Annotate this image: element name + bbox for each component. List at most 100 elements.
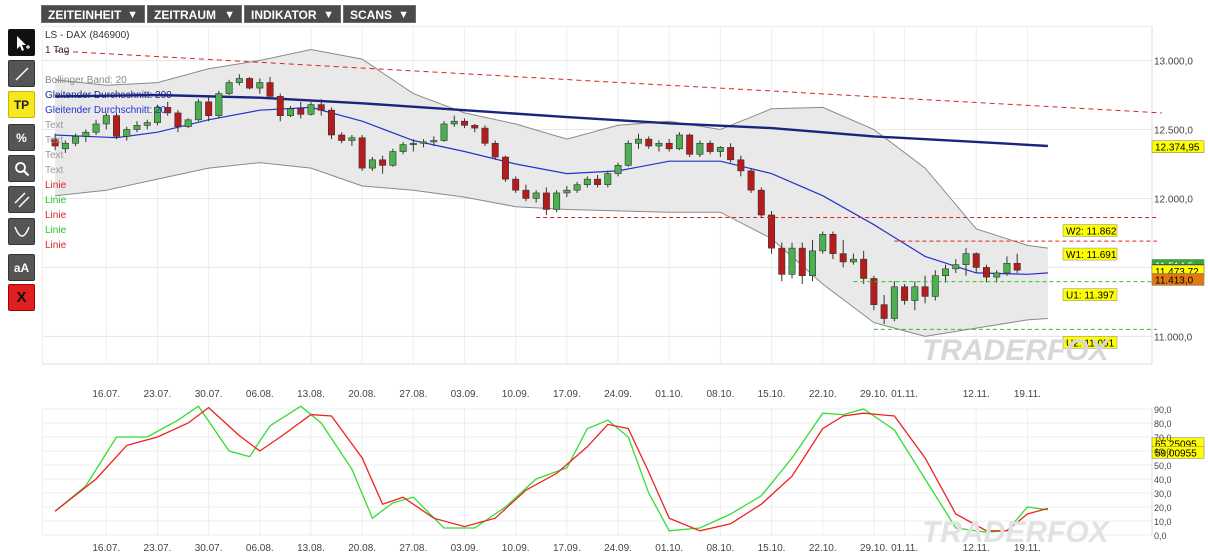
x-tick-label: 30.07. [195,543,223,554]
candle-body [399,144,407,152]
candle-body [737,159,745,172]
x-tick-label: 01.10. [655,389,683,400]
candle-body [51,138,59,147]
candle-body [706,142,714,152]
candle-body [481,127,489,144]
delete-tool[interactable]: X [8,284,35,311]
candle-body [430,140,438,143]
x-tick-label: 16.07. [92,543,120,554]
x-tick-label: 13.08. [297,389,325,400]
candle-body [901,286,909,301]
oscillator-tick-label: 80,0 [1154,419,1172,429]
candle-body [420,141,428,144]
x-tick-label: 01.11. [891,543,918,554]
candle-body [563,189,571,194]
candle-body [757,189,765,216]
level-label-box [1062,224,1118,237]
candle-body [716,147,724,152]
text-size-icon: aA [13,260,30,275]
x-tick-label: 15.10. [758,543,786,554]
candle-body [409,142,417,145]
x-tick-label: 08.10. [706,389,734,400]
y-tick-label: 12.000,0 [1154,194,1193,205]
x-tick-label: 15.10. [758,389,786,400]
candle-body [809,250,816,277]
x-tick-label: 20.08. [348,389,376,400]
x-tick-label: 12.11. [963,389,990,400]
candle-body [512,178,520,191]
oscillator-tick-label: 20,0 [1154,503,1172,513]
percent-tool[interactable]: % [8,124,35,151]
bollinger-band-fill [55,49,1048,337]
price-label: 11.413,0 [1155,275,1194,286]
oscillator-d-line [54,406,1049,532]
oscillator-tick-label: 50,0 [1154,461,1172,471]
menu-indikator[interactable]: INDIKATOR ▼ [244,5,341,23]
oscillator-tick-label: 70,0 [1154,433,1172,443]
candle-body [92,123,100,133]
x-tick-label: 29.10. [860,543,888,554]
text-tool[interactable]: aA [8,254,35,281]
candle-body [849,258,857,263]
candle-body [635,138,642,144]
zoom-tool[interactable] [8,155,35,182]
trendline [55,50,1163,114]
candle-body [287,108,294,116]
candle-body [133,125,141,130]
line-tool[interactable] [8,60,35,87]
y-tick-label: 11.000,0 [1154,332,1193,343]
legend-entry: Linie [45,240,67,251]
candle-body [256,82,264,89]
candle-body [246,78,254,89]
chevron-down-icon: ▼ [323,9,334,21]
candle-body [1013,262,1021,271]
candle-body [604,173,612,185]
legend-entry: Linie [45,225,67,236]
pointer-tool[interactable] [8,29,35,56]
candle-body [327,109,335,136]
legend-entry: Linie [45,195,67,206]
candle-body [962,253,970,265]
delete-icon: X [16,289,27,306]
candle-body [266,82,274,97]
menu-zeiteinheit[interactable]: ZEITEINHEIT ▼ [41,5,145,23]
parallel-tool[interactable] [8,186,35,213]
candle-body [860,258,868,279]
menu-zeitraum[interactable]: ZEITRAUM ▼ [147,5,242,23]
candle-body [594,178,602,185]
candle-body [194,101,202,121]
moving-average-200-line [55,93,1048,148]
watermark: TRADERFOX [922,516,1111,549]
candle-body [379,159,387,166]
legend-entry: Linie [45,210,67,221]
candle-body [471,125,479,129]
candle-body [225,82,233,94]
candle-body [778,247,786,275]
axes: 13.000,012.500,012.000,011.500,011.000,0… [92,56,1205,554]
level-label: U1: 11.397 [1066,291,1115,302]
candle-body [624,142,632,166]
level-label: W2: 11.862 [1066,226,1117,237]
pointer-icon [16,35,30,51]
watermark: TRADERFOX [922,334,1111,367]
legend-entry: Text [45,165,64,176]
oscillator-tick-label: 90,0 [1154,405,1172,415]
candle-body [368,159,376,169]
level-label: U2: 11.051 [1066,338,1115,349]
price-label-box [1151,273,1205,286]
candle-body [829,234,837,254]
y-tick-label: 12.500,0 [1154,125,1193,136]
oscillator-label: 65,25095 [1155,440,1197,451]
arc-tool[interactable] [8,218,35,245]
chart-subtitle: 1 Tag [45,45,69,56]
price-label: 11.473,72 [1155,267,1199,278]
tp-tool[interactable]: TP [8,91,35,118]
drawing-toolbar: TP % aA X [0,26,42,559]
x-tick-label: 01.10. [655,543,683,554]
candle-body [921,286,929,297]
x-tick-label: 19.11. [1014,543,1041,554]
candle-body [440,123,448,141]
moving-average-20-line [55,106,1048,275]
menu-scans[interactable]: SCANS ▼ [343,5,416,23]
candle-body [553,192,561,210]
